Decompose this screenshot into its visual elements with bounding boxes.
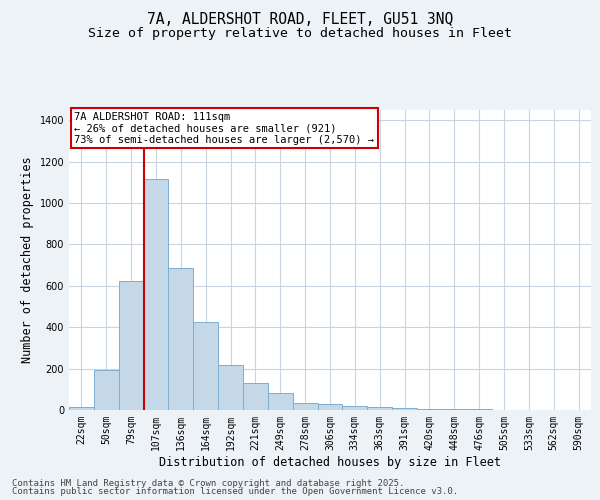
Bar <box>143 180 169 410</box>
Bar <box>317 404 343 410</box>
Bar <box>169 268 193 410</box>
Bar <box>293 403 317 410</box>
X-axis label: Distribution of detached houses by size in Fleet: Distribution of detached houses by size … <box>159 456 501 468</box>
Bar <box>119 280 143 410</box>
Text: Contains HM Land Registry data © Crown copyright and database right 2025.: Contains HM Land Registry data © Crown c… <box>12 478 404 488</box>
Bar <box>94 370 119 410</box>
Bar <box>343 406 367 410</box>
Text: 7A ALDERSHOT ROAD: 111sqm
← 26% of detached houses are smaller (921)
73% of semi: 7A ALDERSHOT ROAD: 111sqm ← 26% of detac… <box>74 112 374 144</box>
Bar <box>392 408 417 410</box>
Bar <box>218 365 243 410</box>
Bar <box>193 322 218 410</box>
Bar <box>268 394 293 410</box>
Text: Size of property relative to detached houses in Fleet: Size of property relative to detached ho… <box>88 28 512 40</box>
Text: 7A, ALDERSHOT ROAD, FLEET, GU51 3NQ: 7A, ALDERSHOT ROAD, FLEET, GU51 3NQ <box>147 12 453 28</box>
Text: Contains public sector information licensed under the Open Government Licence v3: Contains public sector information licen… <box>12 487 458 496</box>
Bar <box>417 409 442 410</box>
Bar <box>243 383 268 410</box>
Bar <box>367 407 392 410</box>
Bar <box>69 407 94 410</box>
Y-axis label: Number of detached properties: Number of detached properties <box>21 156 34 364</box>
Bar <box>442 409 467 410</box>
